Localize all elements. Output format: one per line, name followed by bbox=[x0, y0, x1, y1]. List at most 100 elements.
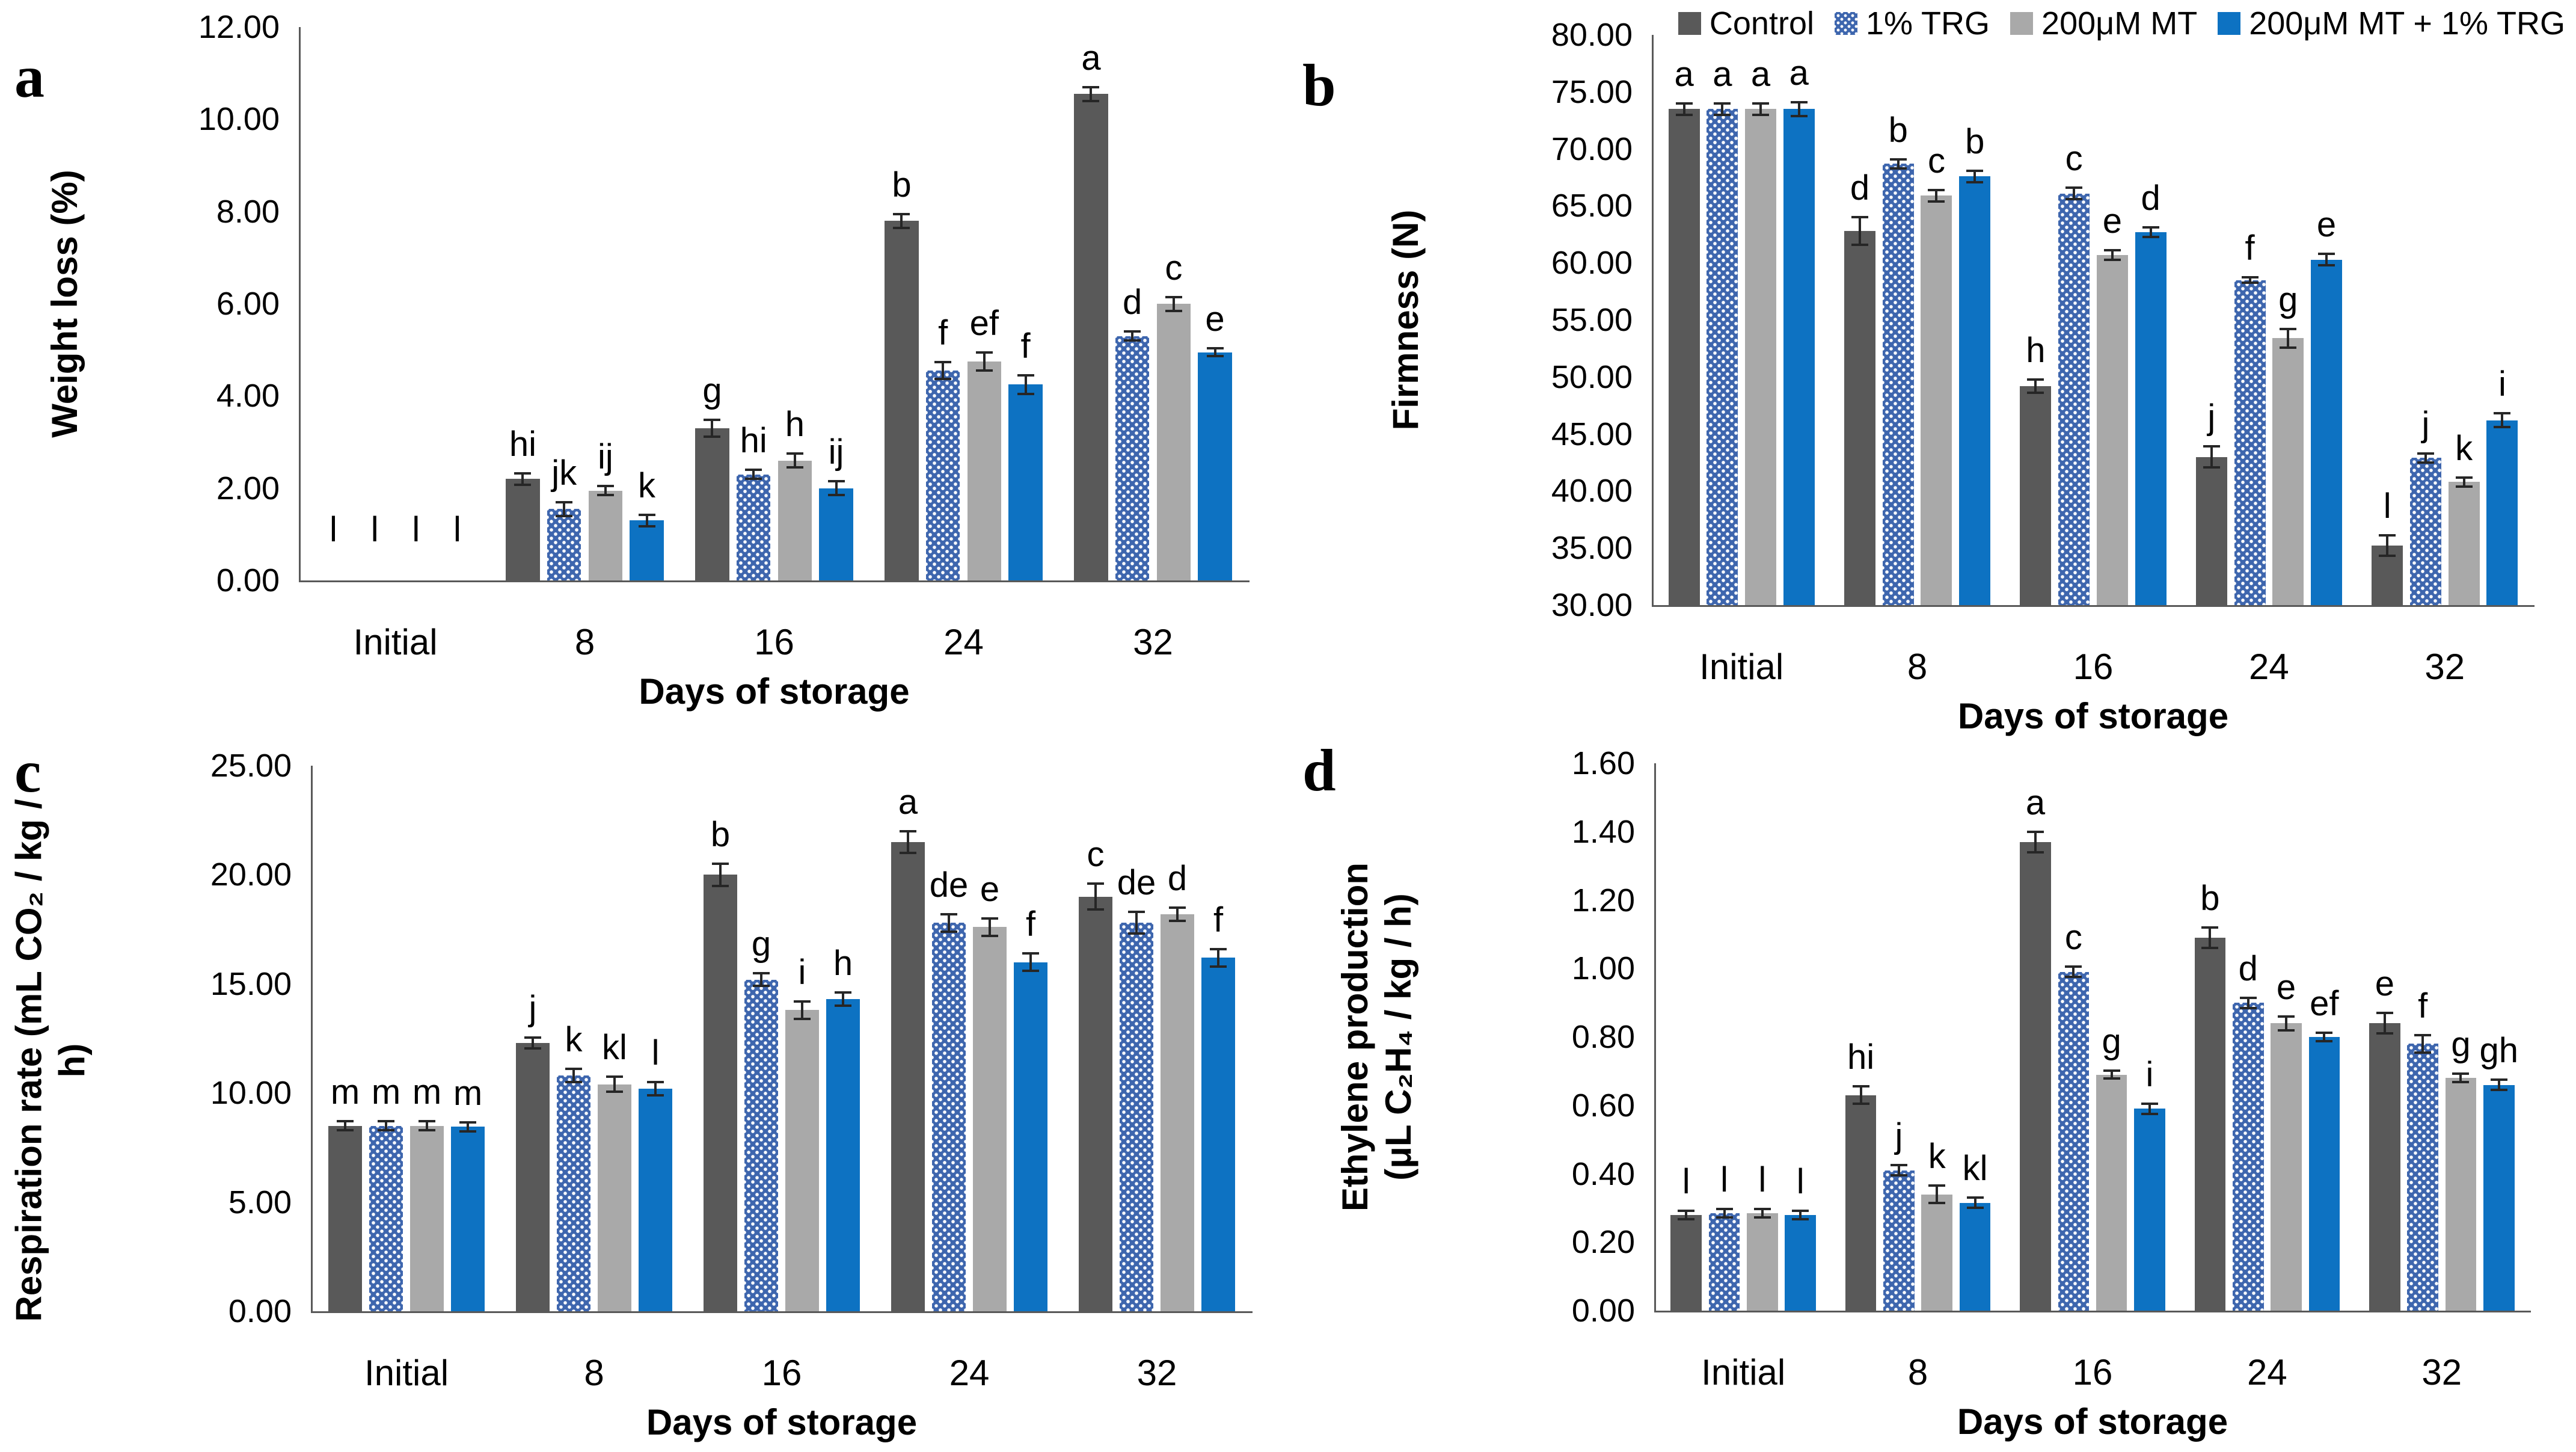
y-tick-label: 5.00 bbox=[228, 1184, 292, 1220]
bar-control-8 bbox=[1845, 1095, 1877, 1311]
error-bar-cap-top bbox=[1852, 1085, 1869, 1088]
significance-letter: g bbox=[2102, 1021, 2121, 1061]
legend-item-mt_trg: 200μM MT + 1% TRG bbox=[2218, 5, 2565, 42]
error-bar-cap-top bbox=[2455, 476, 2473, 479]
x-tick-label: 8 bbox=[574, 622, 595, 662]
x-tick-label: 24 bbox=[949, 1353, 990, 1393]
error-bar-cap-top bbox=[556, 500, 573, 503]
y-tick-label: 0.20 bbox=[1571, 1224, 1635, 1261]
error-bar-cap-top bbox=[752, 971, 770, 974]
error-bar-cap-bottom bbox=[1714, 113, 1731, 116]
bar-control-24 bbox=[2194, 938, 2226, 1311]
bar-control-8 bbox=[516, 1042, 550, 1311]
error-bar-cap-bottom bbox=[524, 1047, 541, 1050]
significance-letter: g bbox=[2278, 280, 2298, 320]
error-bar-cap-top bbox=[1714, 102, 1731, 105]
error-bar bbox=[842, 992, 845, 1006]
significance-letter: ef bbox=[969, 303, 999, 343]
error-bar bbox=[343, 1121, 346, 1130]
y-tick-label: 10.00 bbox=[210, 1075, 292, 1112]
error-bar bbox=[2501, 413, 2504, 428]
significance-letter: i bbox=[798, 952, 806, 992]
error-bar bbox=[947, 914, 950, 932]
significance-letter: ef bbox=[2310, 984, 2339, 1024]
y-tick-label: 0.00 bbox=[1571, 1293, 1635, 1329]
significance-letter: a bbox=[1750, 54, 1771, 94]
error-bar-cap-top bbox=[981, 917, 998, 920]
bar-trg-24 bbox=[932, 923, 966, 1311]
error-bar-cap-top bbox=[638, 514, 655, 517]
bar-mt-8 bbox=[598, 1084, 631, 1311]
significance-letter: g bbox=[2451, 1025, 2471, 1065]
plot-area: 12.00 10.00 8.00 6.00 4.00 2.00 0.00 Initial 8 16… bbox=[198, 9, 1250, 662]
error-bar-cap-top bbox=[459, 1121, 477, 1124]
significance-letter: hi bbox=[1847, 1038, 1875, 1077]
bar-trg-32 bbox=[2407, 1044, 2438, 1311]
significance-letter: m bbox=[453, 1074, 483, 1113]
error-bar-cap-top bbox=[596, 484, 614, 487]
bar-mt-32 bbox=[2445, 1078, 2477, 1311]
y-axis-title: Ethylene production (μL C₂H₄ / kg / h) bbox=[1335, 862, 1418, 1212]
bar-mt-32 bbox=[1161, 914, 1194, 1311]
error-bar-cap-bottom bbox=[1127, 932, 1145, 935]
bar-mt_trg-Initial bbox=[451, 1127, 485, 1311]
bar-mt_trg-32 bbox=[2483, 1084, 2515, 1311]
bar-mt-Initial bbox=[410, 1125, 444, 1311]
y-tick-label: 1.00 bbox=[1571, 950, 1635, 987]
error-bar-cap-top bbox=[940, 912, 957, 915]
significance-letter: k bbox=[2455, 428, 2473, 468]
significance-letter: l bbox=[1796, 1161, 1805, 1201]
error-bar-cap-top bbox=[2239, 996, 2257, 999]
bar-trg-24 bbox=[926, 371, 960, 580]
error-bar-cap-bottom bbox=[2278, 1029, 2295, 1032]
error-bar-cap-bottom bbox=[1752, 113, 1770, 116]
bar-mt-24 bbox=[2272, 338, 2304, 605]
error-bar bbox=[1176, 907, 1179, 921]
error-bar-cap-bottom bbox=[2065, 198, 2083, 201]
x-axis-line bbox=[1652, 605, 2535, 607]
error-bar-cap-top bbox=[1928, 188, 1945, 191]
error-bar-cap-top bbox=[2142, 226, 2159, 229]
error-bar-cap-bottom bbox=[419, 1128, 435, 1131]
error-bar-cap-top bbox=[2141, 1102, 2158, 1105]
error-bar-cap-top bbox=[565, 1068, 582, 1071]
x-axis-line bbox=[299, 580, 1250, 582]
significance-letter: m bbox=[371, 1072, 401, 1112]
bar-trg-8 bbox=[547, 509, 581, 580]
error-bar bbox=[1723, 1209, 1726, 1217]
y-tick-label: 6.00 bbox=[216, 286, 280, 322]
bar-trg-16 bbox=[737, 474, 771, 580]
error-bar bbox=[654, 1082, 657, 1095]
error-bar-cap-bottom bbox=[1851, 243, 1868, 246]
bar-mt-24 bbox=[967, 361, 1001, 580]
significance-letter: f bbox=[1213, 900, 1224, 940]
significance-letter: e bbox=[2316, 205, 2337, 245]
y-tick-label: 0.00 bbox=[216, 562, 280, 598]
error-bar-cap-bottom bbox=[606, 1091, 623, 1094]
significance-letter: ij bbox=[597, 437, 613, 476]
bar-trg-8 bbox=[1882, 164, 1914, 605]
significance-letter: a bbox=[2025, 783, 2046, 822]
error-bar bbox=[2462, 477, 2465, 487]
bar-mt_trg-16 bbox=[826, 999, 860, 1311]
error-bar-cap-bottom bbox=[2376, 1032, 2393, 1035]
error-bar bbox=[2421, 1035, 2424, 1053]
error-bar-cap-top bbox=[2027, 378, 2044, 381]
y-tick-label: 10.00 bbox=[198, 101, 280, 138]
x-tick-label: 24 bbox=[2249, 647, 2289, 687]
error-bar-cap-bottom bbox=[377, 1128, 394, 1131]
significance-letter: b bbox=[1888, 110, 1908, 150]
error-bar-cap-top bbox=[1210, 947, 1227, 950]
y-tick-label: 50.00 bbox=[1551, 358, 1633, 395]
legend-label: 200μM MT bbox=[2041, 5, 2198, 42]
y-tick-label: 4.00 bbox=[216, 378, 280, 414]
bar-mt_trg-Initial bbox=[1785, 1214, 1816, 1311]
error-bar-cap-top bbox=[1017, 374, 1034, 377]
error-bar-cap-bottom bbox=[556, 514, 573, 517]
error-bar bbox=[1090, 87, 1093, 101]
error-bar bbox=[2323, 1033, 2326, 1041]
plot-area: 1.60 1.40 1.20 1.00 0.80 0.60 0.40 0.20 0.00 Init… bbox=[1572, 745, 2531, 1392]
error-bar-cap-bottom bbox=[835, 1004, 852, 1007]
error-bar-cap-bottom bbox=[711, 884, 729, 887]
